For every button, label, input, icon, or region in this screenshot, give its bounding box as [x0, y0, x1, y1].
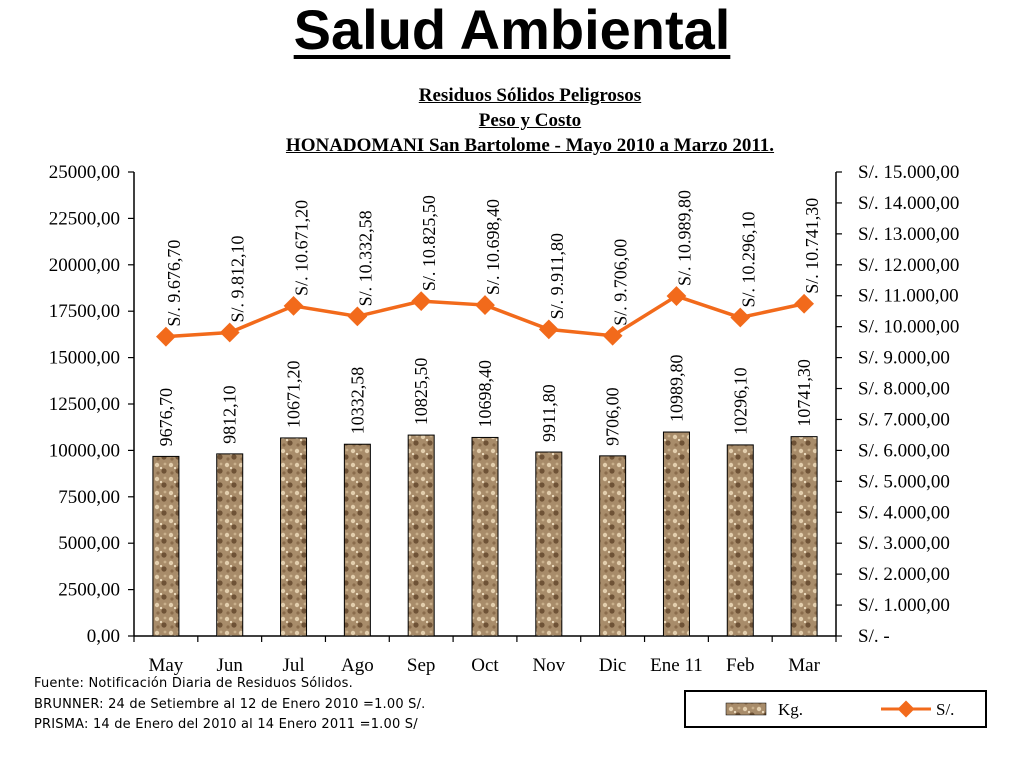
- line-data-label: S/. 9.706,00: [611, 239, 631, 326]
- y-left-tick-label: 12500,00: [49, 394, 120, 415]
- y-right-tick-label: S/. 10.000,00: [858, 317, 959, 338]
- line-data-label: S/. 10.698,40: [483, 199, 503, 295]
- x-tick-label: Mar: [788, 655, 820, 676]
- legend-bar-swatch: [725, 702, 767, 716]
- bar-data-label: 10698,40: [475, 360, 495, 428]
- x-tick-label: Sep: [407, 655, 436, 676]
- y-right-tick-label: S/. 2.000,00: [858, 564, 950, 585]
- bar-kg: [280, 437, 308, 637]
- line-data-label: S/. 10.296,10: [738, 211, 758, 307]
- bar-kg: [216, 453, 244, 637]
- y-left-tick-label: 0,00: [87, 626, 120, 647]
- legend-swatches: [725, 700, 931, 718]
- y-right-tick-label: S/. 13.000,00: [858, 224, 959, 245]
- y-right-tick-label: S/. 6.000,00: [858, 440, 950, 461]
- y-right-tick-label: S/. 15.000,00: [858, 162, 959, 183]
- line-data-label: S/. 9.911,80: [547, 233, 567, 319]
- legend-label-soles: S/.: [936, 700, 955, 719]
- y-right-tick-label: S/. 1.000,00: [858, 595, 950, 616]
- line-data-label: S/. 10.671,20: [292, 200, 312, 296]
- line-data-label: S/. 10.332,58: [355, 210, 375, 306]
- line-point-marker: [794, 293, 814, 314]
- y-left-tick-label: 25000,00: [49, 162, 120, 183]
- bar-data-label: 9812,10: [220, 385, 240, 444]
- legend-label-kg: Kg.: [778, 700, 804, 719]
- y-right-tick-label: S/. 7.000,00: [858, 409, 950, 430]
- x-tick-label: Jul: [282, 655, 304, 676]
- bar-kg: [343, 443, 371, 637]
- x-tick-label: Ene 11: [650, 655, 703, 676]
- y-right-tick-label: S/. 12.000,00: [858, 255, 959, 276]
- bar-data-label: 9676,70: [156, 388, 176, 447]
- y-left-tick-label: 2500,00: [58, 580, 120, 601]
- bar-data-label: 10989,80: [666, 355, 686, 423]
- line-data-label: S/. 10.825,50: [419, 195, 439, 291]
- y-left-tick-label: 10000,00: [49, 440, 120, 461]
- footer-source: Fuente: Notificación Diaria de Residuos …: [34, 676, 353, 691]
- y-right-tick-label: S/. 3.000,00: [858, 533, 950, 554]
- bar-kg: [152, 455, 180, 637]
- y-right-tick-label: S/. 5.000,00: [858, 471, 950, 492]
- x-tick-label: May: [148, 655, 183, 676]
- y-left-tick-label: 17500,00: [49, 301, 120, 322]
- line-point-marker: [538, 319, 559, 340]
- x-tick-label: Jun: [217, 655, 244, 676]
- y-right-tick-label: S/. 9.000,00: [858, 348, 950, 369]
- x-tick-label: Dic: [599, 655, 626, 676]
- line-data-label: S/. 9.676,70: [164, 240, 184, 327]
- line-point-marker: [666, 286, 687, 306]
- y-right-tick-label: S/. 4.000,00: [858, 502, 950, 523]
- bar-kg: [662, 431, 690, 637]
- bar-kg: [790, 436, 818, 637]
- line-point-marker: [475, 295, 495, 315]
- line-point-marker: [156, 326, 176, 347]
- bar-kg: [599, 455, 627, 637]
- line-point-marker: [347, 306, 368, 327]
- line-point-marker: [411, 291, 432, 312]
- bar-data-label: 10825,50: [411, 358, 431, 426]
- x-tick-label: Oct: [471, 655, 499, 676]
- x-tick-label: Nov: [532, 655, 565, 676]
- legend-line-marker: [897, 700, 915, 718]
- bar-kg: [726, 444, 754, 637]
- line-point-marker: [730, 307, 751, 328]
- chart-legend: Kg. S/.: [684, 690, 987, 728]
- bar-data-label: 10332,58: [347, 367, 367, 435]
- y-left-tick-label: 22500,00: [49, 208, 120, 229]
- bar-data-label: 10671,20: [284, 360, 304, 428]
- footer-prisma: PRISMA: 14 de Enero del 2010 al 14 Enero…: [34, 717, 418, 732]
- y-left-tick-label: 20000,00: [49, 255, 120, 276]
- y-left-tick-label: 5000,00: [58, 533, 120, 554]
- y-left-tick-label: 7500,00: [58, 487, 120, 508]
- slide-title: Salud Ambiental: [0, 0, 1024, 60]
- bar-data-label: 9706,00: [603, 387, 623, 446]
- y-right-tick-label: S/. 8.000,00: [858, 379, 950, 400]
- line-data-label: S/. 10.989,80: [674, 190, 694, 286]
- bar-data-label: 10741,30: [794, 359, 814, 427]
- bar-data-label: 10296,10: [730, 367, 750, 435]
- footer-brunner: BRUNNER: 24 de Setiembre al 12 de Enero …: [34, 697, 426, 712]
- line-point-marker: [283, 296, 304, 316]
- y-right-tick-label: S/. 14.000,00: [858, 193, 959, 214]
- bar-kg: [471, 436, 499, 637]
- y-right-tick-label: S/. -: [858, 626, 890, 647]
- chart-title-line-2: Peso y Costo: [478, 110, 582, 131]
- x-tick-label: Feb: [726, 655, 755, 676]
- chart-title-line-3: HONADOMANI San Bartolome - Mayo 2010 a M…: [285, 135, 775, 156]
- bar-kg: [535, 451, 563, 637]
- line-data-label: S/. 9.812,10: [228, 235, 248, 322]
- line-point-marker: [602, 325, 623, 346]
- slide-title-text: Salud Ambiental: [293, 0, 731, 61]
- bar-kg: [407, 434, 435, 637]
- line-point-marker: [219, 322, 240, 343]
- bar-data-label: 9911,80: [539, 384, 559, 442]
- y-left-tick-label: 15000,00: [49, 348, 120, 369]
- x-tick-label: Ago: [341, 655, 374, 676]
- line-data-label: S/. 10.741,30: [802, 198, 822, 294]
- y-right-tick-label: S/. 11.000,00: [858, 286, 959, 307]
- chart-title-line-1: Residuos Sólidos Peligrosos: [418, 85, 642, 106]
